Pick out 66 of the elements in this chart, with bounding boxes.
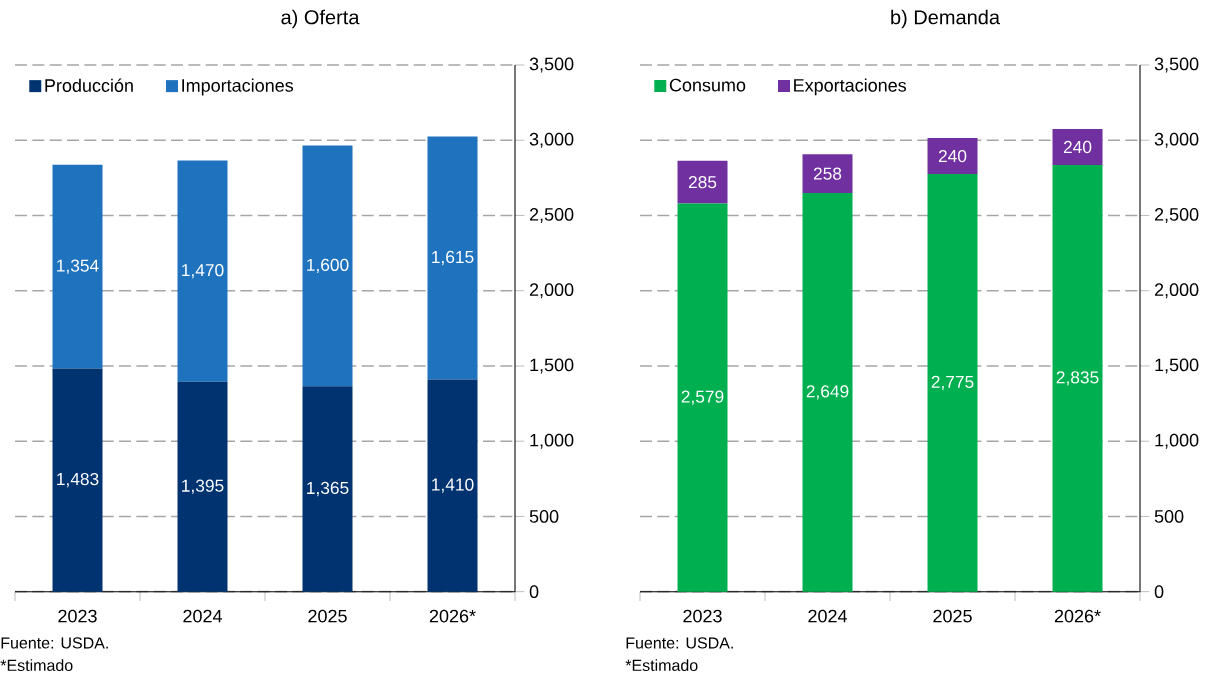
y-tick-label: 2,000 bbox=[529, 283, 574, 299]
y-tick-label: 500 bbox=[1154, 510, 1184, 523]
data-label: 1,600 bbox=[307, 258, 349, 274]
data-label: 1,615 bbox=[432, 250, 474, 266]
bar bbox=[177, 160, 228, 382]
data-label: 1,483 bbox=[57, 473, 99, 488]
data-label: 240 bbox=[1063, 141, 1092, 154]
x-tick-label: 2023 bbox=[58, 609, 97, 623]
data-label: 2,579 bbox=[681, 390, 724, 405]
data-label: 2,775 bbox=[931, 375, 974, 391]
legend-label: Consumo bbox=[669, 78, 746, 92]
bar bbox=[802, 193, 853, 592]
x-tick-label: 2026* bbox=[1054, 609, 1101, 623]
y-tick-label: 3,000 bbox=[529, 132, 574, 148]
bar bbox=[927, 174, 978, 592]
bar bbox=[302, 386, 353, 592]
bar bbox=[427, 136, 478, 380]
text: *Estimado bbox=[0, 659, 73, 672]
x-tick-label: 2026* bbox=[429, 609, 476, 623]
bar bbox=[677, 160, 728, 204]
legend-label: Exportaciones bbox=[794, 78, 907, 96]
data-label: 258 bbox=[813, 167, 842, 180]
y-tick-label: 3,000 bbox=[1154, 132, 1199, 148]
y-tick-label: 0 bbox=[1154, 585, 1164, 599]
data-label: 2,835 bbox=[1056, 371, 1099, 386]
data-label: 2,649 bbox=[806, 385, 849, 400]
y-tick-label: 2,500 bbox=[529, 208, 574, 224]
x-tick-label: 2025 bbox=[308, 609, 347, 623]
bar bbox=[927, 138, 978, 175]
bar bbox=[177, 381, 228, 592]
chart-title: a) Oferta bbox=[281, 9, 360, 29]
data-label: 1,470 bbox=[182, 264, 224, 279]
data-label: 1,395 bbox=[182, 479, 224, 495]
x-tick-label: 2024 bbox=[808, 609, 848, 623]
bar bbox=[1052, 129, 1103, 166]
legend-label: Producción bbox=[45, 78, 133, 93]
data-label: 1,410 bbox=[432, 478, 474, 493]
bar bbox=[802, 154, 853, 194]
y-tick-label: 1,000 bbox=[1155, 433, 1199, 449]
x-tick-label: 2024 bbox=[183, 609, 222, 623]
bar bbox=[1052, 165, 1103, 592]
y-tick-label: 2,000 bbox=[1154, 283, 1199, 299]
y-tick-label: 1,500 bbox=[530, 358, 574, 374]
bar bbox=[302, 145, 353, 387]
bar bbox=[427, 379, 478, 592]
source-note: Fuente: USDA. bbox=[1, 637, 108, 649]
text: *Estimado bbox=[625, 659, 698, 672]
y-tick-label: 3,500 bbox=[529, 57, 574, 73]
x-tick-label: 2025 bbox=[933, 609, 972, 623]
y-tick-label: 500 bbox=[529, 510, 559, 523]
source-note: Fuente: USDA. bbox=[626, 637, 733, 649]
data-label: 240 bbox=[938, 150, 967, 163]
bar bbox=[52, 368, 103, 592]
y-tick-label: 0 bbox=[529, 585, 539, 599]
bar bbox=[52, 164, 103, 369]
y-tick-label: 1,000 bbox=[530, 433, 574, 449]
bar bbox=[677, 203, 728, 592]
y-tick-label: 2,500 bbox=[1154, 208, 1199, 224]
data-label: 1,365 bbox=[307, 481, 349, 497]
y-tick-label: 1,500 bbox=[1155, 358, 1199, 374]
data-label: 1,354 bbox=[57, 259, 99, 274]
y-tick-label: 3,500 bbox=[1154, 57, 1199, 73]
legend-label: Importaciones bbox=[182, 78, 294, 96]
data-label: 285 bbox=[688, 176, 717, 189]
x-tick-label: 2023 bbox=[683, 609, 722, 623]
chart-title: b) Demanda bbox=[891, 9, 1001, 29]
